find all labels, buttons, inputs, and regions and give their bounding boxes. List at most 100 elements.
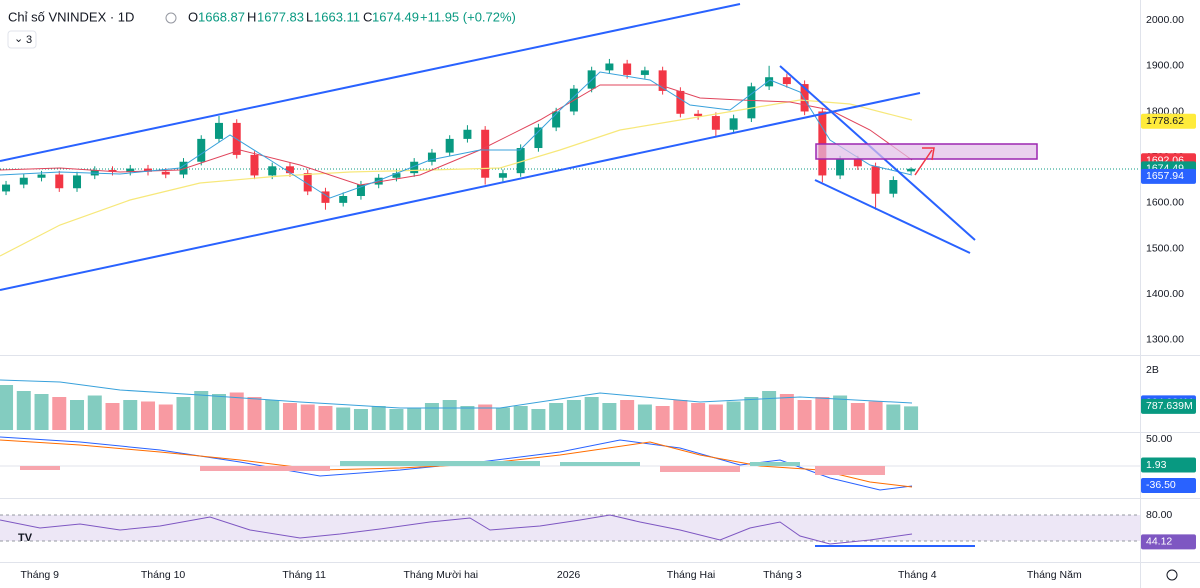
- candle-body: [2, 184, 11, 192]
- candle-body: [55, 174, 64, 189]
- volume-bar: [478, 404, 493, 430]
- visibility-icon[interactable]: [165, 12, 177, 24]
- volume-bar: [708, 404, 723, 430]
- volume-bar: [460, 406, 475, 430]
- ohlc-prefix: O: [188, 9, 198, 24]
- macd-pane: [0, 436, 1140, 491]
- candle-body: [144, 168, 153, 172]
- rsi-pane: TV: [0, 514, 1140, 545]
- volume-bar: [868, 401, 883, 430]
- volume-bar: [371, 406, 386, 430]
- candle-body: [339, 196, 348, 203]
- candle-body: [694, 113, 703, 117]
- price-badge: [1141, 477, 1196, 493]
- candle-body: [552, 111, 561, 128]
- candle-body: [321, 191, 330, 203]
- header-bg: [5, 6, 565, 26]
- candle-body: [250, 154, 259, 176]
- volume-bar: [141, 401, 156, 430]
- candle-body: [268, 166, 277, 176]
- candle-body: [126, 168, 135, 172]
- volume-bar: [336, 407, 351, 430]
- settings-icon[interactable]: [1166, 569, 1178, 581]
- ohlc-header: O 1668.87 H 1677.83 L 1663.11 C 1674.49 …: [188, 9, 516, 24]
- arrow: [914, 147, 935, 176]
- candle-body: [37, 174, 46, 178]
- volume-bar: [655, 406, 670, 430]
- volume-bar: [531, 409, 546, 430]
- volume-bar: [176, 397, 191, 430]
- price-badge: [1141, 168, 1196, 184]
- candle-body: [463, 129, 472, 139]
- price-badge-label: -36.50: [1146, 479, 1176, 491]
- candle-body: [782, 77, 791, 85]
- low-value: 1663.11: [314, 9, 360, 24]
- volume-bar: [833, 395, 848, 430]
- volume-ma: [0, 379, 913, 409]
- candle-body: [445, 138, 454, 153]
- candle-body: [410, 161, 419, 174]
- price-badge: [1141, 534, 1196, 550]
- candle-body: [729, 118, 738, 130]
- candle-body: [747, 86, 756, 119]
- x-tick-label: Tháng 11: [282, 569, 326, 581]
- volume-bar: [620, 400, 635, 430]
- volume-bar: [87, 395, 102, 430]
- candle-body: [73, 175, 82, 189]
- candle-body: [481, 129, 490, 178]
- volume-bar: [850, 403, 865, 430]
- candle-body: [640, 70, 649, 75]
- volume-bar: [353, 409, 368, 430]
- price-badge-label: 44.12: [1146, 536, 1172, 548]
- volume-bar: [904, 406, 919, 430]
- x-tick-label: Tháng 3: [763, 569, 802, 581]
- volume-bar: [16, 391, 31, 430]
- volume-bar: [229, 392, 244, 430]
- volume-bar: [495, 407, 510, 430]
- y-tick-label: 1300.00: [1146, 334, 1184, 346]
- volume-bar: [105, 403, 120, 430]
- candle-body: [800, 84, 809, 112]
- volume-bar: [407, 407, 422, 430]
- candle-body: [197, 138, 206, 162]
- candle-body: [605, 63, 614, 71]
- candle-body: [534, 127, 543, 149]
- volume-bar: [34, 394, 49, 430]
- volume-bar: [584, 397, 599, 430]
- candle-body: [711, 116, 720, 130]
- volume-bar: [123, 400, 138, 430]
- candle-body: [303, 173, 312, 192]
- candle-body: [907, 168, 916, 172]
- volume-bar: [70, 400, 85, 430]
- volume-bar: [282, 403, 297, 430]
- volume-pane: [0, 385, 919, 430]
- x-tick-label: Tháng 10: [141, 569, 186, 581]
- indicators-toggle[interactable]: [7, 30, 37, 49]
- open-value: 1668.87: [198, 9, 245, 24]
- volume-bar: [442, 400, 457, 430]
- volume-bar: [52, 397, 67, 430]
- symbol-title: Chỉ số VNINDEX · 1D: [8, 9, 134, 24]
- volume-bar: [602, 403, 617, 430]
- candle-body: [374, 177, 383, 185]
- close-value: 1674.49: [372, 9, 419, 24]
- candle-body: [108, 169, 117, 172]
- volume-bar: [0, 385, 14, 430]
- resistance-zone: [815, 143, 1038, 160]
- candle-body: [658, 70, 667, 91]
- volume-bar: [797, 400, 812, 430]
- volume-bar: [158, 404, 173, 430]
- candle-body: [356, 184, 365, 197]
- y-tick-label: 80.00: [1146, 509, 1172, 521]
- ohlc-prefix: L: [306, 9, 313, 24]
- candle-body: [285, 166, 294, 174]
- price-badge-label: 1657.94: [1146, 170, 1184, 182]
- volume-bar: [779, 394, 794, 430]
- price-badge: [1141, 113, 1196, 129]
- price-badge-label: 1.93: [1146, 459, 1167, 471]
- ohlc-prefix: C: [363, 9, 372, 24]
- volume-bar: [424, 403, 439, 430]
- volume-bar: [566, 400, 581, 430]
